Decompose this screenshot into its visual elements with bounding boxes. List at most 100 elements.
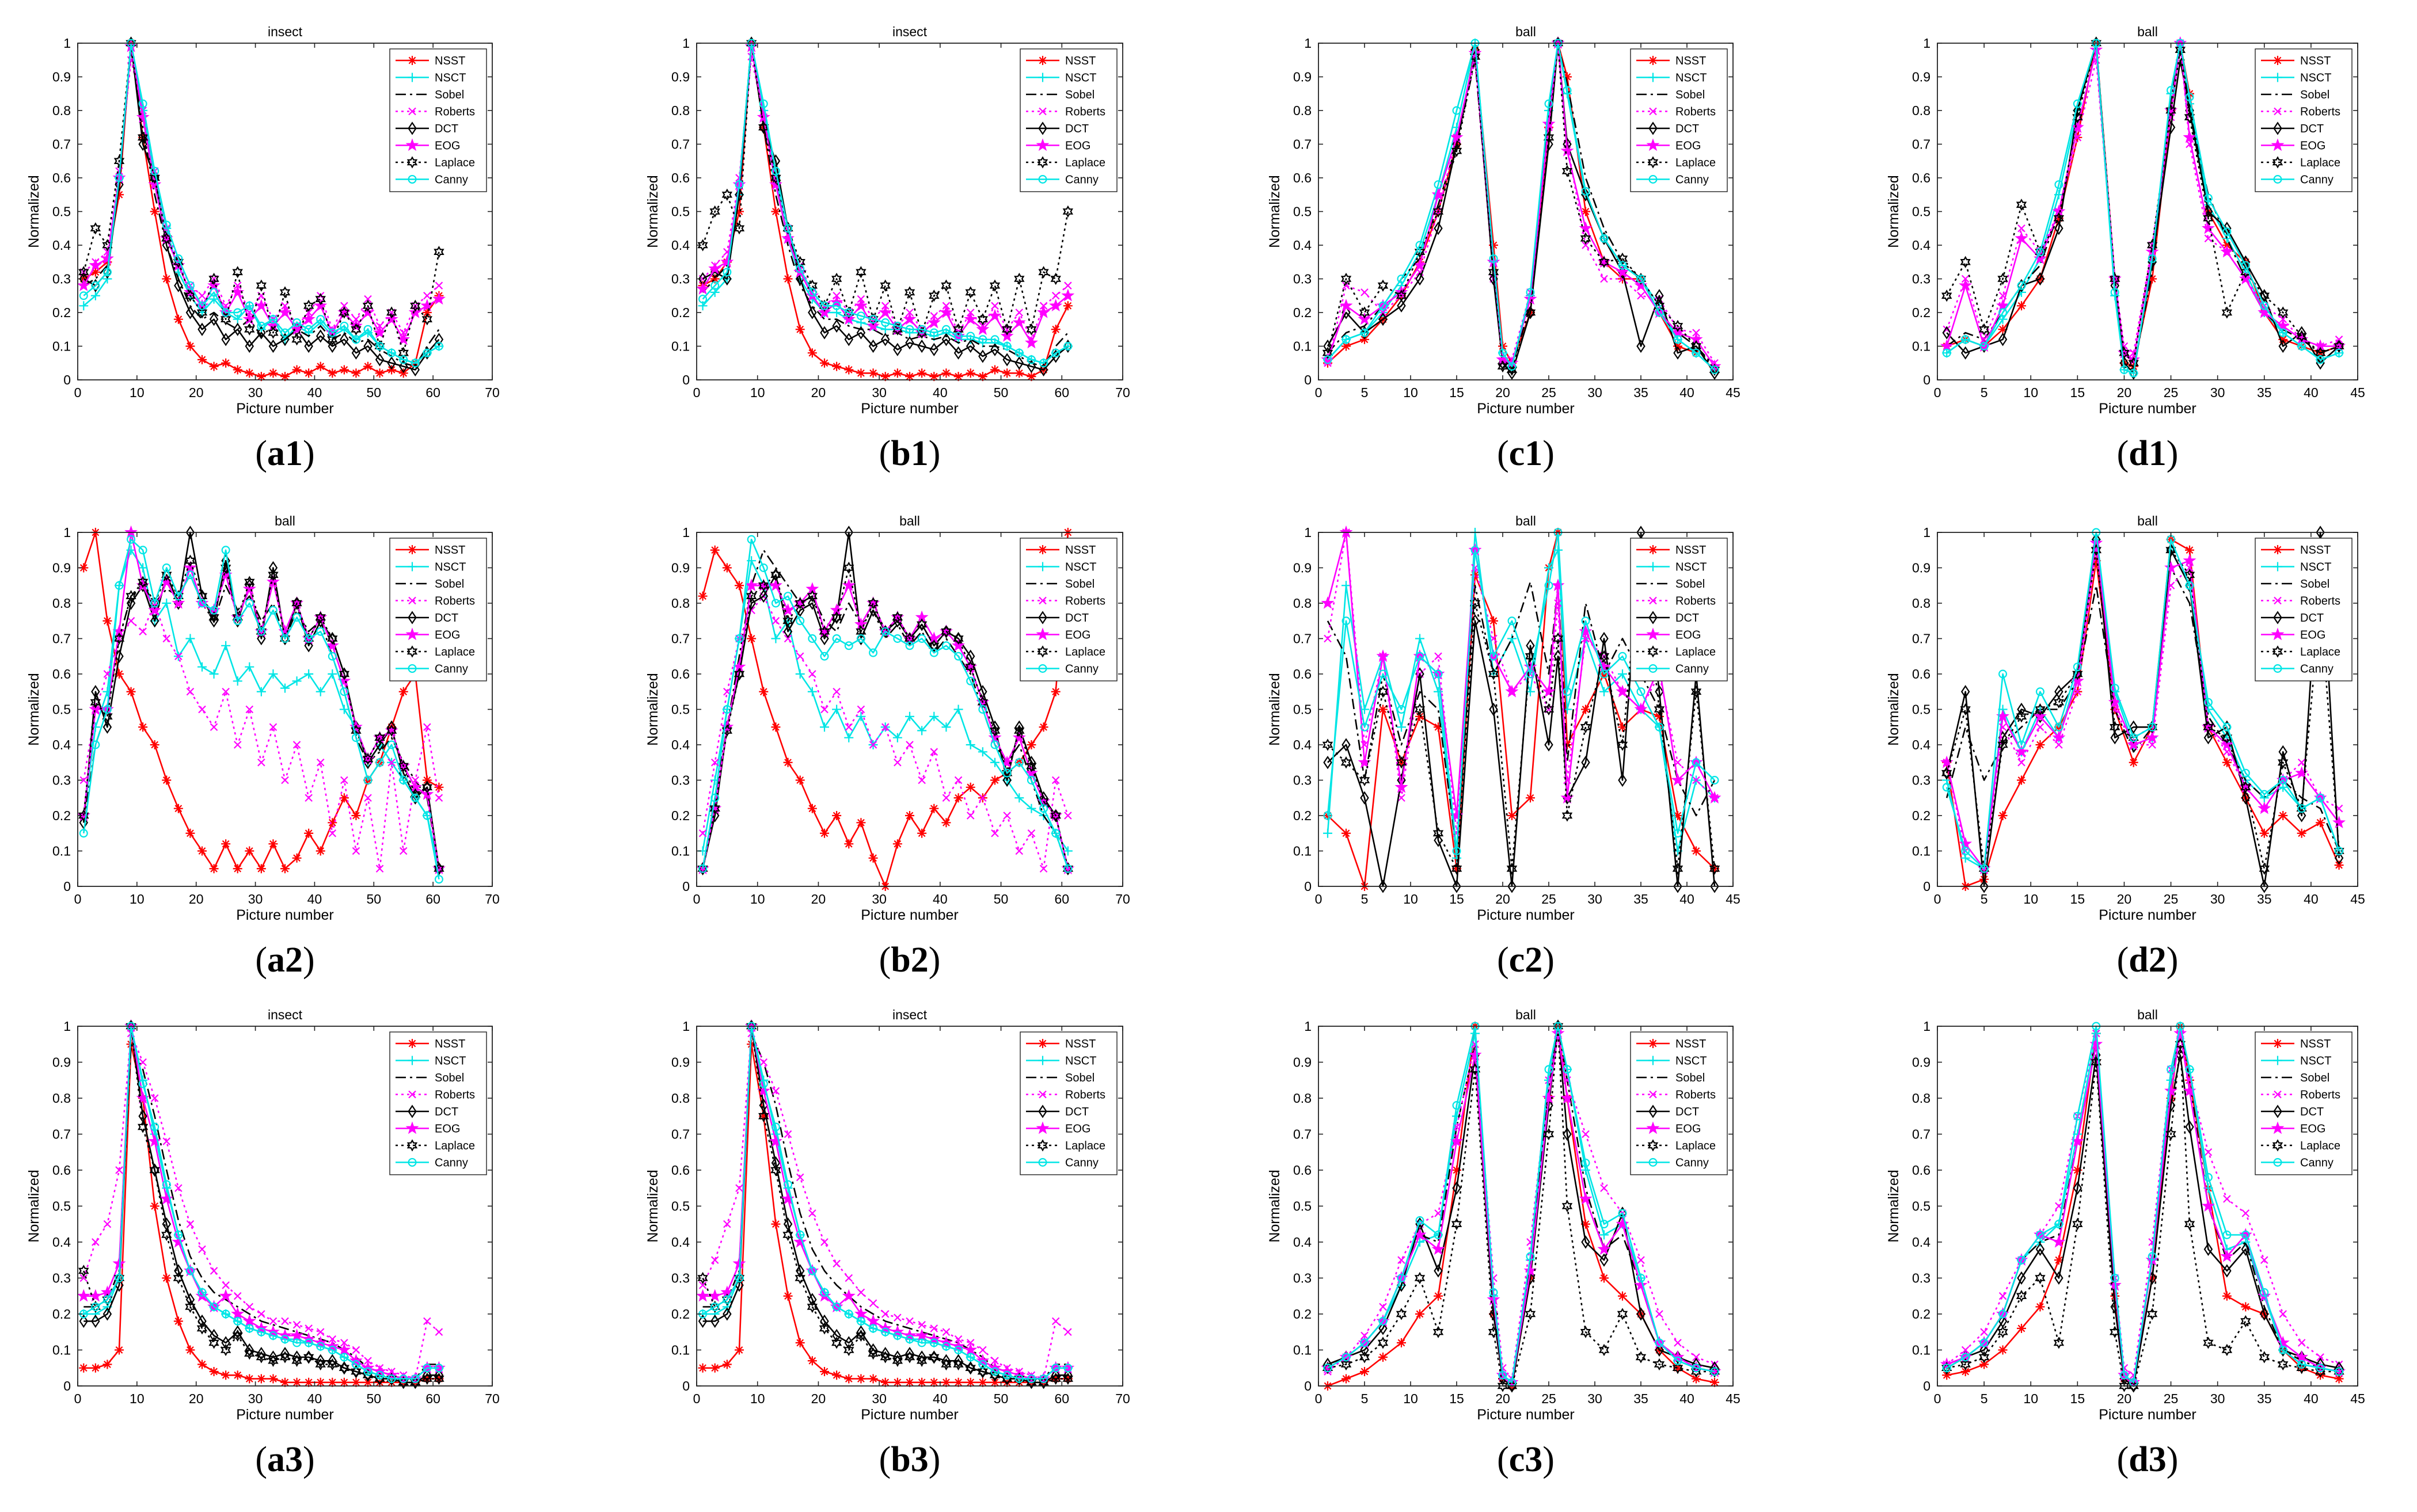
data-point [1960,1367,1970,1376]
panel-label-id: d1 [2129,434,2166,473]
data-point [977,1365,988,1378]
data-point [373,326,386,338]
data-point [1432,1326,1444,1338]
legend-marker [2271,138,2285,151]
data-point [221,839,231,849]
y-axis-label: Normalized [26,175,42,247]
data-point [770,1164,781,1176]
data-point [434,875,443,884]
data-point [1997,738,2008,751]
data-point [387,356,396,370]
data-point [351,733,360,742]
y-axis-label: Normalized [26,673,42,745]
data-point [2278,328,2287,337]
data-point [209,614,219,628]
data-point [363,325,373,334]
data-point [1415,634,1424,643]
data-point [808,1293,817,1307]
data-point [2260,1307,2269,1321]
data-point [892,733,902,742]
data-point [328,829,337,837]
legend-box [2255,48,2353,192]
data-point [1378,669,1388,679]
data-point [1498,348,1507,357]
panel-label-paren: ) [1542,434,1555,473]
y-tick-label: 0.9 [671,1055,690,1070]
data-point [316,627,325,636]
data-point [844,1374,854,1384]
y-tick-label: 0.3 [671,1271,690,1286]
data-point [279,1351,291,1364]
data-point [1434,180,1443,189]
data-point [990,740,1000,749]
data-point [1471,1040,1479,1049]
data-point [233,1317,242,1326]
data-point [892,1354,903,1367]
data-point [2334,844,2344,858]
data-point [735,1345,744,1355]
data-point [1998,811,2008,820]
legend-label: Laplace [435,1140,475,1152]
data-point [1526,288,1535,297]
data-point [174,1184,183,1193]
data-point [185,281,195,290]
panel-label: (d3) [2117,1440,2179,1479]
x-tick-label: 25 [1541,1391,1556,1406]
data-point [953,793,963,803]
x-tick-label: 10 [1403,385,1418,400]
data-point [292,365,302,375]
data-point [844,839,854,849]
data-point [91,1302,100,1311]
data-point [316,329,325,343]
data-point [723,272,732,286]
legend-marker [1039,596,1047,605]
legend-label: DCT [435,1106,458,1118]
data-point [723,1220,731,1228]
y-tick-label: 0 [1923,1378,1930,1393]
series-laplace [78,37,444,359]
data-point [185,828,195,838]
legend-marker [408,1105,417,1118]
x-tick-label: 50 [994,1391,1009,1406]
data-point [1323,355,1332,364]
data-point [423,723,431,732]
legend-marker [1648,1158,1658,1167]
data-point [1673,1356,1682,1365]
legend-label: Laplace [2300,1140,2340,1152]
data-point [2073,1181,2082,1195]
data-point [337,1343,351,1356]
data-point [254,299,268,312]
data-point [990,775,1000,785]
y-tick-label: 0.6 [1293,667,1312,681]
data-point [79,563,89,573]
data-point [2110,288,2119,297]
data-point [257,758,265,767]
data-point [126,596,136,610]
data-point [2279,1310,2287,1318]
data-point [2316,818,2325,828]
panel-label: (a2) [255,940,314,980]
legend-marker [408,562,417,572]
legend-marker [1038,545,1047,554]
data-point [386,1372,397,1385]
data-point [904,286,915,299]
data-point [185,554,196,567]
legend-label: Canny [435,663,468,676]
data-point [905,711,914,721]
data-point [304,634,313,643]
data-point [2148,722,2157,732]
x-axis-label: Picture number [236,401,334,417]
data-point [233,741,242,749]
data-point [1655,308,1664,317]
data-point [879,305,892,318]
data-point [2221,732,2233,744]
data-point [257,627,266,636]
data-point [304,669,314,679]
x-axis-label: Picture number [2099,401,2196,417]
data-point [2146,1308,2158,1320]
legend-marker [408,545,417,554]
legend-label: Sobel [1065,1072,1095,1084]
